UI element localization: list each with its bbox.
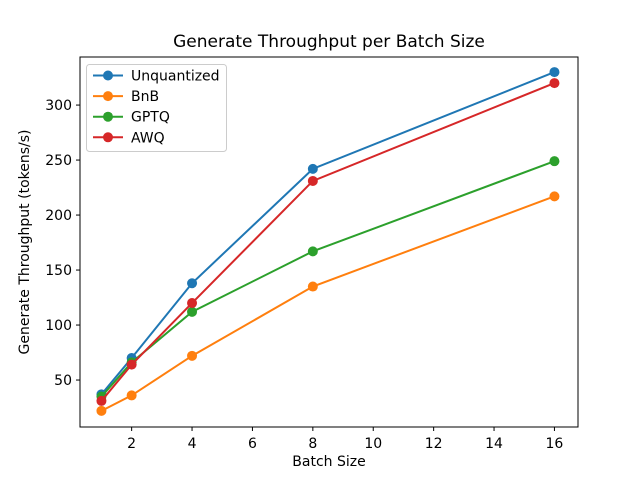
series-unquantized	[96, 67, 560, 400]
legend-entry: GPTQ	[93, 110, 170, 126]
data-point	[187, 350, 198, 361]
series-awq	[96, 78, 560, 406]
chart-title: Generate Throughput per Batch Size	[173, 32, 485, 52]
series-line	[100, 195, 555, 412]
x-axis-label: Batch Size	[292, 454, 365, 470]
series-line	[100, 160, 555, 398]
x-tick-label: 8	[308, 436, 317, 452]
y-tick-label: 200	[45, 208, 72, 224]
y-tick-label: 250	[45, 153, 72, 169]
x-tick-label: 6	[248, 436, 257, 452]
legend-marker	[103, 132, 113, 143]
y-tick-label: 50	[54, 373, 72, 389]
x-tick-label: 14	[485, 436, 503, 452]
x-tick-label: 2	[127, 436, 136, 452]
y-tick-label: 300	[45, 98, 72, 114]
plot-frame	[79, 56, 579, 428]
data-point	[307, 163, 318, 174]
data-point	[187, 298, 198, 309]
x-tick-label: 4	[188, 436, 197, 452]
series-gptq	[96, 156, 560, 402]
data-point	[307, 175, 318, 186]
legend-label: BnB	[131, 89, 159, 105]
data-point	[187, 306, 198, 317]
legend-marker	[103, 91, 113, 102]
data-point	[96, 405, 107, 416]
x-tick-label: 12	[425, 436, 443, 452]
plot-area: 2 4 6 8 10 12 14 16 50 100 150 200 250 300	[45, 67, 563, 452]
y-tick-label: 100	[45, 318, 72, 334]
series-bnb	[96, 191, 560, 416]
data-point	[187, 278, 198, 289]
data-point	[549, 78, 560, 89]
legend-marker	[103, 111, 113, 122]
data-point	[96, 395, 107, 406]
data-point	[307, 281, 318, 292]
data-point	[549, 191, 560, 202]
legend-marker	[103, 70, 113, 81]
data-point	[549, 67, 560, 78]
legend-label: AWQ	[131, 130, 165, 146]
legend-box	[86, 64, 227, 152]
y-axis-label: Generate Throughput (tokens/s)	[17, 130, 33, 355]
legend-label: Unquantized	[131, 69, 220, 85]
legend-entry: BnB	[93, 89, 159, 105]
x-tick-label: 16	[546, 436, 564, 452]
x-tick-label: 10	[364, 436, 382, 452]
data-point	[307, 246, 318, 257]
data-point	[549, 156, 560, 167]
legend-entry: AWQ	[93, 130, 165, 146]
data-point	[126, 390, 137, 401]
data-point	[126, 359, 137, 370]
y-tick-label: 150	[45, 263, 72, 279]
legend: Unquantized BnB GPTQ AWQ	[86, 64, 227, 152]
legend-entry: Unquantized	[93, 69, 220, 85]
legend-label: GPTQ	[131, 110, 170, 126]
